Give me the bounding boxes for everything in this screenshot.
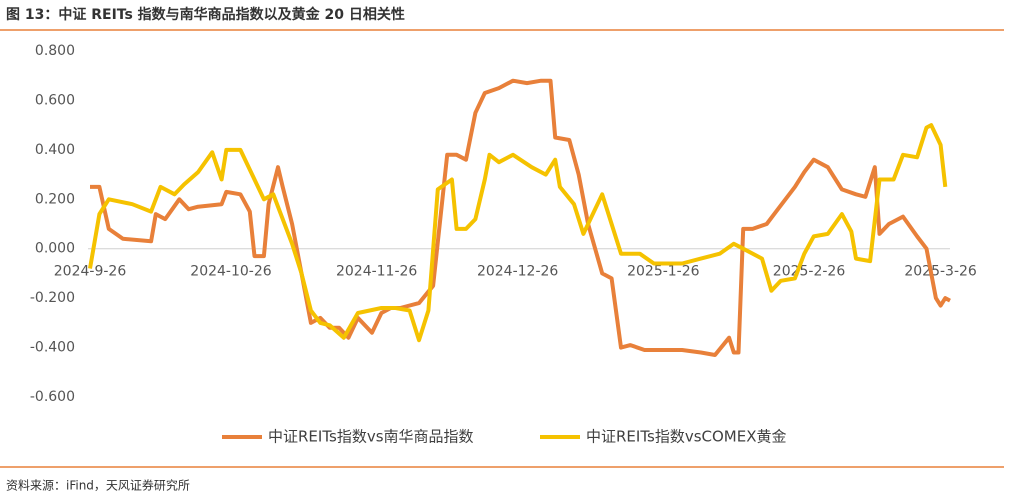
x-tick-label: 2024-10-26 xyxy=(190,264,271,280)
y-tick-label: 0.400 xyxy=(35,142,75,158)
chart-title: 图 13：中证 REITs 指数与南华商品指数以及黄金 20 日相关性 xyxy=(6,6,405,23)
legend-label: 中证REITs指数vs南华商品指数 xyxy=(268,428,474,446)
x-tick-label: 2024-9-26 xyxy=(54,264,127,280)
y-tick-label: -0.400 xyxy=(30,340,75,356)
x-tick-label: 2024-12-26 xyxy=(477,264,558,280)
y-tick-label: -0.200 xyxy=(30,290,75,306)
series-line xyxy=(88,123,948,343)
y-tick-label: 0.800 xyxy=(35,43,75,59)
x-tick-label: 2025-2-26 xyxy=(773,264,846,280)
y-tick-label: 0.600 xyxy=(35,92,75,108)
x-tick-label: 2025-1-26 xyxy=(627,264,700,280)
y-tick-label: 0.200 xyxy=(35,191,75,207)
series-line xyxy=(90,78,951,357)
x-tick-label: 2024-11-26 xyxy=(336,264,417,280)
source-note: 资料来源：iFind，天风证券研究所 xyxy=(6,478,190,493)
legend-label: 中证REITs指数vsCOMEX黄金 xyxy=(586,428,787,446)
y-tick-label: -0.600 xyxy=(30,389,75,405)
y-tick-label: 0.000 xyxy=(35,241,75,257)
x-tick-label: 2025-3-26 xyxy=(904,264,977,280)
